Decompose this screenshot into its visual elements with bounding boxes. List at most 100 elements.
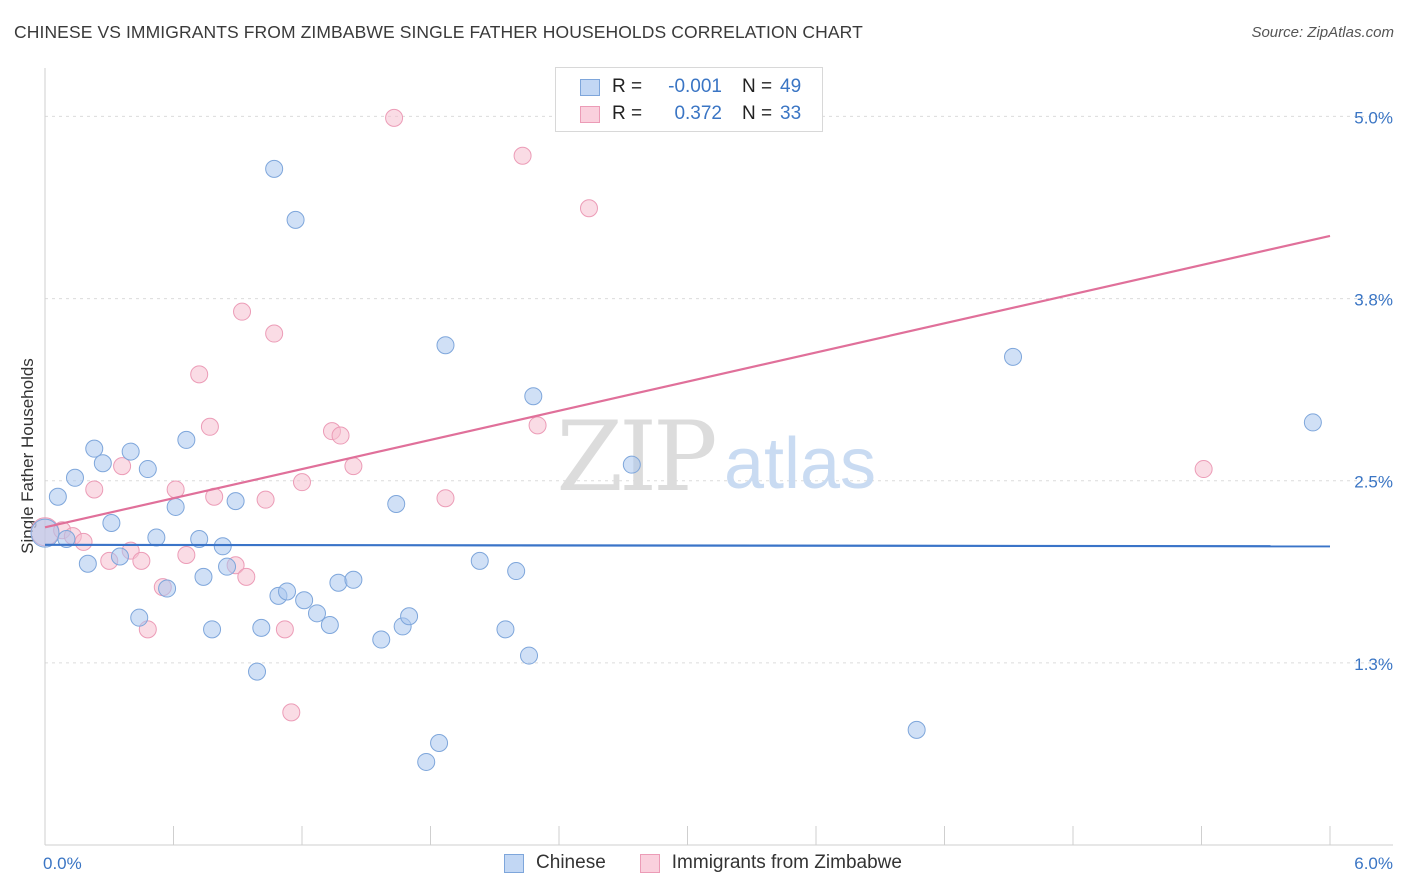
- point-zimbabwe: [385, 108, 404, 127]
- point-chinese: [295, 591, 314, 610]
- point-zimbabwe: [85, 480, 104, 499]
- point-chinese: [147, 528, 166, 547]
- chinese-legend-swatch: [504, 853, 525, 873]
- point-zimbabwe: [113, 457, 132, 476]
- chinese-r-value: -0.001: [668, 76, 722, 97]
- point-chinese: [436, 336, 455, 355]
- point-zimbabwe: [1194, 460, 1213, 479]
- point-zimbabwe: [200, 417, 219, 436]
- point-zimbabwe: [237, 567, 256, 586]
- zimbabwe-r-value: 0.372: [674, 103, 722, 124]
- point-chinese: [93, 454, 112, 473]
- stats-legend-row-zimbabwe: R = 0.372 N = 33: [580, 101, 801, 127]
- point-chinese: [85, 439, 104, 458]
- point-chinese: [1004, 347, 1023, 366]
- point-chinese: [78, 554, 97, 573]
- point-chinese: [252, 618, 271, 637]
- point-chinese: [372, 630, 391, 649]
- point-zimbabwe: [282, 703, 301, 722]
- point-chinese: [430, 734, 449, 752]
- point-zimbabwe: [528, 416, 547, 435]
- point-zimbabwe: [132, 551, 151, 570]
- y-tick-label: 3.8%: [1354, 291, 1393, 310]
- point-chinese: [138, 460, 157, 479]
- legend-item-zimbabwe[interactable]: Immigrants from Zimbabwe: [639, 852, 902, 874]
- point-chinese: [387, 495, 406, 514]
- trend-line-chinese: [44, 543, 1331, 548]
- point-zimbabwe: [579, 199, 598, 218]
- point-zimbabwe: [177, 546, 196, 565]
- chinese-swatch: [580, 78, 600, 96]
- point-zimbabwe: [275, 620, 294, 639]
- point-chinese: [265, 159, 284, 178]
- point-zimbabwe: [293, 473, 311, 492]
- point-chinese: [470, 551, 489, 570]
- point-chinese: [622, 455, 641, 474]
- point-chinese: [190, 530, 209, 548]
- series-legend: Chinese Immigrants from Zimbabwe: [0, 852, 1406, 874]
- point-chinese: [110, 547, 129, 566]
- point-chinese: [1303, 413, 1322, 432]
- r-label: R =: [612, 103, 643, 124]
- point-chinese: [194, 567, 213, 586]
- n-label: N =: [742, 76, 773, 97]
- trend-line-zimbabwe: [44, 234, 1331, 529]
- point-chinese: [65, 468, 84, 487]
- watermark-atlas: atlas: [724, 424, 876, 504]
- point-chinese: [30, 518, 60, 548]
- point-chinese: [177, 430, 196, 449]
- x-tick-label-max: 6.0%: [1354, 854, 1393, 873]
- point-zimbabwe: [265, 324, 284, 343]
- point-zimbabwe: [331, 426, 350, 445]
- n-label: N =: [742, 103, 773, 124]
- point-chinese: [496, 620, 515, 639]
- point-chinese: [130, 608, 149, 627]
- point-chinese: [400, 607, 419, 626]
- zimbabwe-legend-swatch: [639, 853, 660, 873]
- zimbabwe-swatch: [580, 105, 600, 123]
- point-zimbabwe: [74, 532, 93, 551]
- r-label: R =: [612, 76, 643, 97]
- point-chinese: [320, 615, 339, 634]
- chart-title: CHINESE VS IMMIGRANTS FROM ZIMBABWE SING…: [14, 22, 863, 42]
- chinese-legend-label: Chinese: [536, 852, 606, 873]
- point-chinese: [417, 752, 436, 771]
- point-chinese: [329, 573, 348, 592]
- stats-legend-row-chinese: R = -0.001 N = 49: [580, 74, 801, 100]
- point-chinese: [48, 487, 67, 506]
- point-chinese: [102, 513, 121, 532]
- y-tick-label: 1.3%: [1354, 655, 1393, 674]
- legend-item-chinese[interactable]: Chinese: [504, 852, 606, 874]
- y-tick-label: 2.5%: [1354, 473, 1393, 492]
- point-zimbabwe: [436, 489, 455, 508]
- point-chinese: [278, 582, 297, 601]
- point-chinese: [121, 442, 140, 461]
- point-chinese: [344, 570, 363, 589]
- stats-legend: R = -0.001 N = 49 R = 0.372 N = 33: [555, 67, 823, 132]
- point-zimbabwe: [344, 457, 363, 476]
- point-zimbabwe: [513, 146, 532, 165]
- point-chinese: [507, 562, 526, 581]
- point-zimbabwe: [256, 490, 275, 509]
- point-chinese: [166, 497, 185, 516]
- point-chinese: [158, 579, 177, 598]
- point-chinese: [213, 537, 232, 556]
- x-tick-label-min: 0.0%: [43, 854, 82, 873]
- chart-source: Source: ZipAtlas.com: [1251, 24, 1394, 41]
- point-chinese: [218, 557, 237, 576]
- point-chinese: [286, 210, 305, 229]
- point-chinese: [520, 646, 539, 665]
- point-chinese: [307, 604, 326, 623]
- chinese-n-value: 49: [780, 76, 802, 97]
- point-zimbabwe: [233, 302, 252, 321]
- point-chinese: [203, 620, 222, 639]
- point-chinese: [524, 387, 543, 406]
- point-zimbabwe: [190, 365, 209, 384]
- zimbabwe-legend-label: Immigrants from Zimbabwe: [671, 852, 902, 873]
- zimbabwe-n-value: 33: [780, 103, 802, 124]
- point-chinese: [226, 492, 245, 511]
- point-chinese: [57, 530, 76, 548]
- point-chinese: [248, 662, 267, 681]
- y-tick-label: 5.0%: [1354, 108, 1393, 127]
